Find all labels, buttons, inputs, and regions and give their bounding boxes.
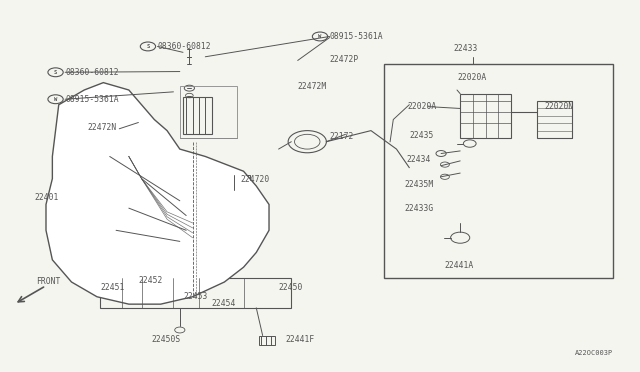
Text: W: W xyxy=(318,34,322,39)
Bar xyxy=(180,86,237,138)
PathPatch shape xyxy=(46,83,269,304)
Text: 22401: 22401 xyxy=(35,193,59,202)
Bar xyxy=(460,94,511,138)
Text: 22454: 22454 xyxy=(212,299,236,308)
Text: W: W xyxy=(54,97,57,102)
Text: 22450: 22450 xyxy=(278,283,303,292)
Text: 22472N: 22472N xyxy=(88,123,116,132)
Text: 08360-60812: 08360-60812 xyxy=(65,68,119,77)
Bar xyxy=(183,97,212,134)
Text: 22451: 22451 xyxy=(100,283,125,292)
Text: 22472M: 22472M xyxy=(298,82,327,91)
Text: 22453: 22453 xyxy=(183,292,207,301)
Bar xyxy=(231,175,250,190)
Text: 22435M: 22435M xyxy=(404,180,433,189)
Text: 22435: 22435 xyxy=(409,131,433,140)
Text: S: S xyxy=(147,44,150,49)
Text: 22452: 22452 xyxy=(138,276,163,285)
Text: 22450S: 22450S xyxy=(151,336,180,344)
Text: S: S xyxy=(54,70,57,75)
Text: 22472P: 22472P xyxy=(330,55,359,64)
Text: 22441F: 22441F xyxy=(285,336,314,344)
Text: 22020N: 22020N xyxy=(544,102,573,111)
Bar xyxy=(100,278,291,308)
Text: 22172: 22172 xyxy=(330,132,354,141)
Text: FRONT: FRONT xyxy=(36,278,61,286)
Bar xyxy=(259,336,275,345)
Text: 22433G: 22433G xyxy=(404,203,433,213)
Bar xyxy=(384,64,613,278)
Text: 22433: 22433 xyxy=(454,44,478,53)
Text: 08360-60812: 08360-60812 xyxy=(157,42,211,51)
Text: 08915-5361A: 08915-5361A xyxy=(330,32,383,41)
Bar xyxy=(537,101,572,138)
Text: 22020A: 22020A xyxy=(408,102,437,111)
Text: 08915-5361A: 08915-5361A xyxy=(65,95,119,104)
Text: 22434: 22434 xyxy=(406,155,430,164)
Text: A22OC003P: A22OC003P xyxy=(575,350,613,356)
Text: 22020A: 22020A xyxy=(457,73,486,81)
Text: 22441A: 22441A xyxy=(444,261,474,270)
Text: 224720: 224720 xyxy=(241,175,269,184)
